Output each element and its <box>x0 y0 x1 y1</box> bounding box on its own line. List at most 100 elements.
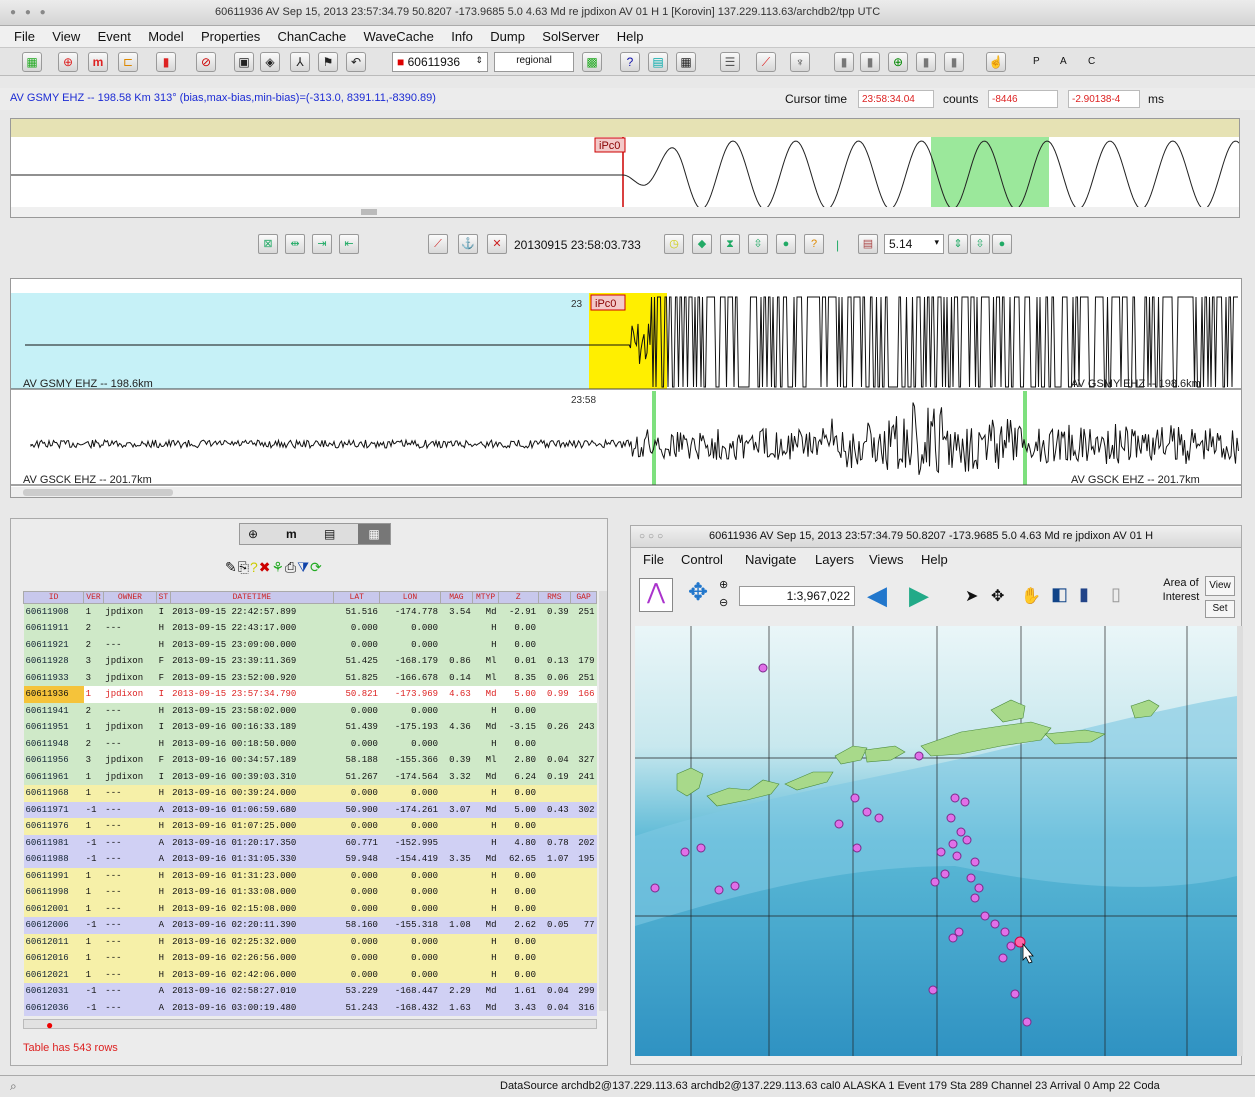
delete-row-icon[interactable]: ✖ <box>258 559 272 575</box>
menu-solserver[interactable]: SolServer <box>542 29 600 44</box>
wand-icon[interactable]: ⟋ <box>756 52 776 72</box>
refresh-icon[interactable]: ⟳ <box>310 559 323 575</box>
menu-event[interactable]: Event <box>97 29 131 44</box>
zoom-in-map-icon[interactable]: ⊕ <box>719 579 729 591</box>
measure-icon[interactable]: ▮ <box>1079 584 1089 604</box>
table-row[interactable]: 60611921 2 --- H 2013-09-15 23:09:00.000 0.00… <box>23 636 597 653</box>
aoi-view-button[interactable]: View <box>1205 576 1235 596</box>
pick-icon[interactable]: ⅄ <box>290 52 310 72</box>
menu-model[interactable]: Model <box>148 29 184 44</box>
quake-marker[interactable] <box>914 751 924 761</box>
map-menu-layers[interactable]: Layers <box>815 552 855 567</box>
map-scale-field[interactable]: 1:3,967,022 <box>739 586 855 606</box>
table-row[interactable]: 60611961 1 jpdixon I 2013-09-16 00:39:03.310… <box>23 768 597 785</box>
gain-down-icon[interactable]: ⇳ <box>970 234 990 254</box>
delete-pick-icon[interactable]: ✕ <box>487 234 507 254</box>
list-icon[interactable]: ☰ <box>720 52 740 72</box>
table-row[interactable]: 60612036 -1 --- A 2013-09-16 03:00:19.480 51.… <box>23 999 597 1016</box>
event-selector[interactable]: ■ 60611936 ⇕ <box>392 52 488 72</box>
menu-dump[interactable]: Dump <box>490 29 525 44</box>
print-icon[interactable]: ⎙ <box>285 559 298 575</box>
quake-marker[interactable] <box>696 843 706 853</box>
gain-up-icon[interactable]: ⇕ <box>948 234 968 254</box>
green-table-icon[interactable]: ▦ <box>22 52 42 72</box>
selected-event-marker[interactable] <box>1014 936 1026 948</box>
thumb-icon[interactable]: ☝ <box>986 52 1006 72</box>
hand-icon[interactable]: ✋ <box>1021 588 1041 605</box>
magnitude-icon[interactable]: m <box>88 52 108 72</box>
table-row[interactable]: 60611998 1 --- H 2013-09-16 01:33:08.000 0.00… <box>23 884 597 901</box>
quake-marker[interactable] <box>928 985 938 995</box>
map-window-controls[interactable]: ○○○ <box>639 531 667 542</box>
quake-marker[interactable] <box>946 813 956 823</box>
antenna-icon[interactable]: ♆ <box>790 52 810 72</box>
quake-marker[interactable] <box>1006 941 1016 951</box>
zoom-scroll-thumb[interactable] <box>361 209 377 215</box>
quake-marker[interactable] <box>850 793 860 803</box>
panel4-icon[interactable]: ▮ <box>944 52 964 72</box>
help-icon[interactable]: ? <box>249 559 259 575</box>
quake-marker[interactable] <box>936 847 946 857</box>
quake-marker[interactable] <box>962 835 972 845</box>
menu-wavecache[interactable]: WaveCache <box>363 29 434 44</box>
table-row[interactable]: 60611981 -1 --- A 2013-09-16 01:20:17.350 60.… <box>23 834 597 851</box>
table-row[interactable]: 60611933 3 jpdixon F 2013-09-15 23:52:00.920… <box>23 669 597 686</box>
shrink-icon[interactable]: ⇥ <box>312 234 332 254</box>
column-header[interactable]: DATETIME <box>169 591 335 604</box>
gain-fit-icon[interactable]: ● <box>992 234 1012 254</box>
map-menu-navigate[interactable]: Navigate <box>745 552 797 567</box>
map-vscroll[interactable] <box>1237 626 1243 1056</box>
forward-arrow-icon[interactable]: ▶ <box>909 580 929 610</box>
quake-marker[interactable] <box>862 807 872 817</box>
menu-view[interactable]: View <box>52 29 81 44</box>
quake-marker[interactable] <box>874 813 884 823</box>
quake-marker[interactable] <box>970 893 980 903</box>
quake-marker[interactable] <box>680 847 690 857</box>
panel2-icon[interactable]: ▮ <box>860 52 880 72</box>
quake-marker[interactable] <box>990 919 1000 929</box>
menu-chancache[interactable]: ChanCache <box>277 29 347 44</box>
table-row[interactable]: 60611911 2 --- H 2013-09-15 22:43:17.000 0.00… <box>23 620 597 637</box>
quake-marker[interactable] <box>940 869 950 879</box>
copy-icon[interactable]: ⎘ <box>237 559 250 575</box>
tab-magnitude[interactable]: m <box>286 527 297 541</box>
seismic-icon[interactable]: ⋀ <box>639 578 673 612</box>
column-header[interactable]: RMS <box>537 591 572 604</box>
map-menu-file[interactable]: File <box>643 552 664 567</box>
catalog-hscroll[interactable]: ● <box>23 1018 597 1032</box>
waveform-scrollbar[interactable] <box>11 487 1242 498</box>
tab-text[interactable]: ▤ <box>324 527 336 541</box>
search-icon[interactable]: ⌕ <box>10 1079 17 1093</box>
quake-marker[interactable] <box>930 877 940 887</box>
quake-marker[interactable] <box>758 663 768 673</box>
vzoom-icon[interactable]: ⧗ <box>720 234 740 254</box>
quake-marker[interactable] <box>714 885 724 895</box>
filter-icon[interactable]: ▤ <box>858 234 878 254</box>
quake-marker[interactable] <box>950 793 960 803</box>
quake-marker[interactable] <box>998 953 1008 963</box>
column-header[interactable]: GAP <box>570 591 597 604</box>
record-icon[interactable]: ● <box>776 234 796 254</box>
quake-marker[interactable] <box>730 881 740 891</box>
quake-marker[interactable] <box>948 933 958 943</box>
table-row[interactable]: 60612001 1 --- H 2013-09-16 02:15:08.000 0.00… <box>23 900 597 917</box>
grid-icon[interactable]: ▦ <box>676 52 696 72</box>
flag-c[interactable]: C <box>1088 56 1096 67</box>
filter-icon[interactable]: ⧩ <box>297 559 310 575</box>
quake-marker[interactable] <box>1010 989 1020 999</box>
pick-tool-icon[interactable]: ⟋ <box>428 234 448 254</box>
database-icon[interactable]: ▤ <box>648 52 668 72</box>
undo-icon[interactable]: ↶ <box>346 52 366 72</box>
table-row[interactable]: 60611908 1 jpdixon I 2013-09-15 22:42:57.899… <box>23 603 597 620</box>
table-row[interactable]: 60611941 2 --- H 2013-09-15 23:58:02.000 0.00… <box>23 702 597 719</box>
runner-icon[interactable]: ⚑ <box>318 52 338 72</box>
quake-marker[interactable] <box>1000 927 1010 937</box>
table-row[interactable]: 60611976 1 --- H 2013-09-16 01:07:25.000 0.00… <box>23 818 597 835</box>
quake-marker[interactable] <box>952 851 962 861</box>
layers-icon[interactable]: ◧ <box>1051 584 1069 604</box>
menu-properties[interactable]: Properties <box>200 29 261 44</box>
table-row[interactable]: 60611948 2 --- H 2013-09-16 00:18:50.000 0.00… <box>23 735 597 752</box>
zoom-out-map-icon[interactable]: ⊖ <box>719 597 729 609</box>
location-icon[interactable]: ⊕ <box>58 52 78 72</box>
map-menu-views[interactable]: Views <box>869 552 904 567</box>
